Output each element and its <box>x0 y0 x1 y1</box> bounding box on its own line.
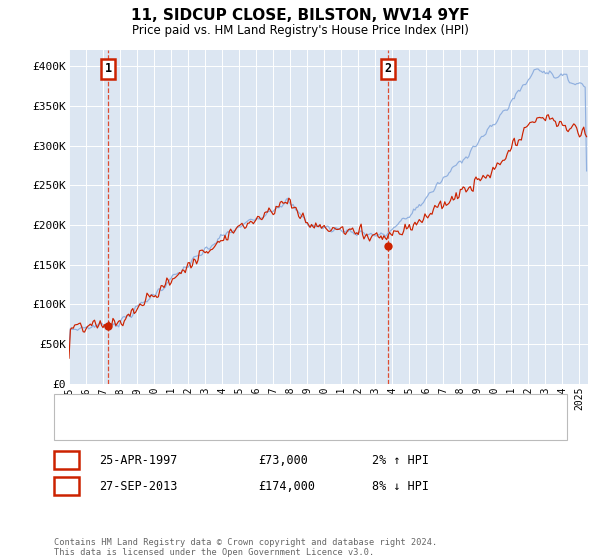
Text: 25-APR-1997: 25-APR-1997 <box>99 454 178 467</box>
Text: 2: 2 <box>385 62 392 75</box>
Text: 27-SEP-2013: 27-SEP-2013 <box>99 479 178 493</box>
Text: 8% ↓ HPI: 8% ↓ HPI <box>372 479 429 493</box>
Text: £174,000: £174,000 <box>258 479 315 493</box>
Text: Contains HM Land Registry data © Crown copyright and database right 2024.
This d: Contains HM Land Registry data © Crown c… <box>54 538 437 557</box>
Text: HPI: Average price, detached house, Wolverhampton: HPI: Average price, detached house, Wolv… <box>102 422 408 432</box>
Text: 1: 1 <box>63 454 70 467</box>
Text: £73,000: £73,000 <box>258 454 308 467</box>
Text: Price paid vs. HM Land Registry's House Price Index (HPI): Price paid vs. HM Land Registry's House … <box>131 24 469 36</box>
Text: 11, SIDCUP CLOSE, BILSTON, WV14 9YF (detached house): 11, SIDCUP CLOSE, BILSTON, WV14 9YF (det… <box>102 402 427 412</box>
Text: 2: 2 <box>63 479 70 493</box>
Text: 1: 1 <box>105 62 112 75</box>
Text: 11, SIDCUP CLOSE, BILSTON, WV14 9YF: 11, SIDCUP CLOSE, BILSTON, WV14 9YF <box>131 8 469 24</box>
Text: 2% ↑ HPI: 2% ↑ HPI <box>372 454 429 467</box>
